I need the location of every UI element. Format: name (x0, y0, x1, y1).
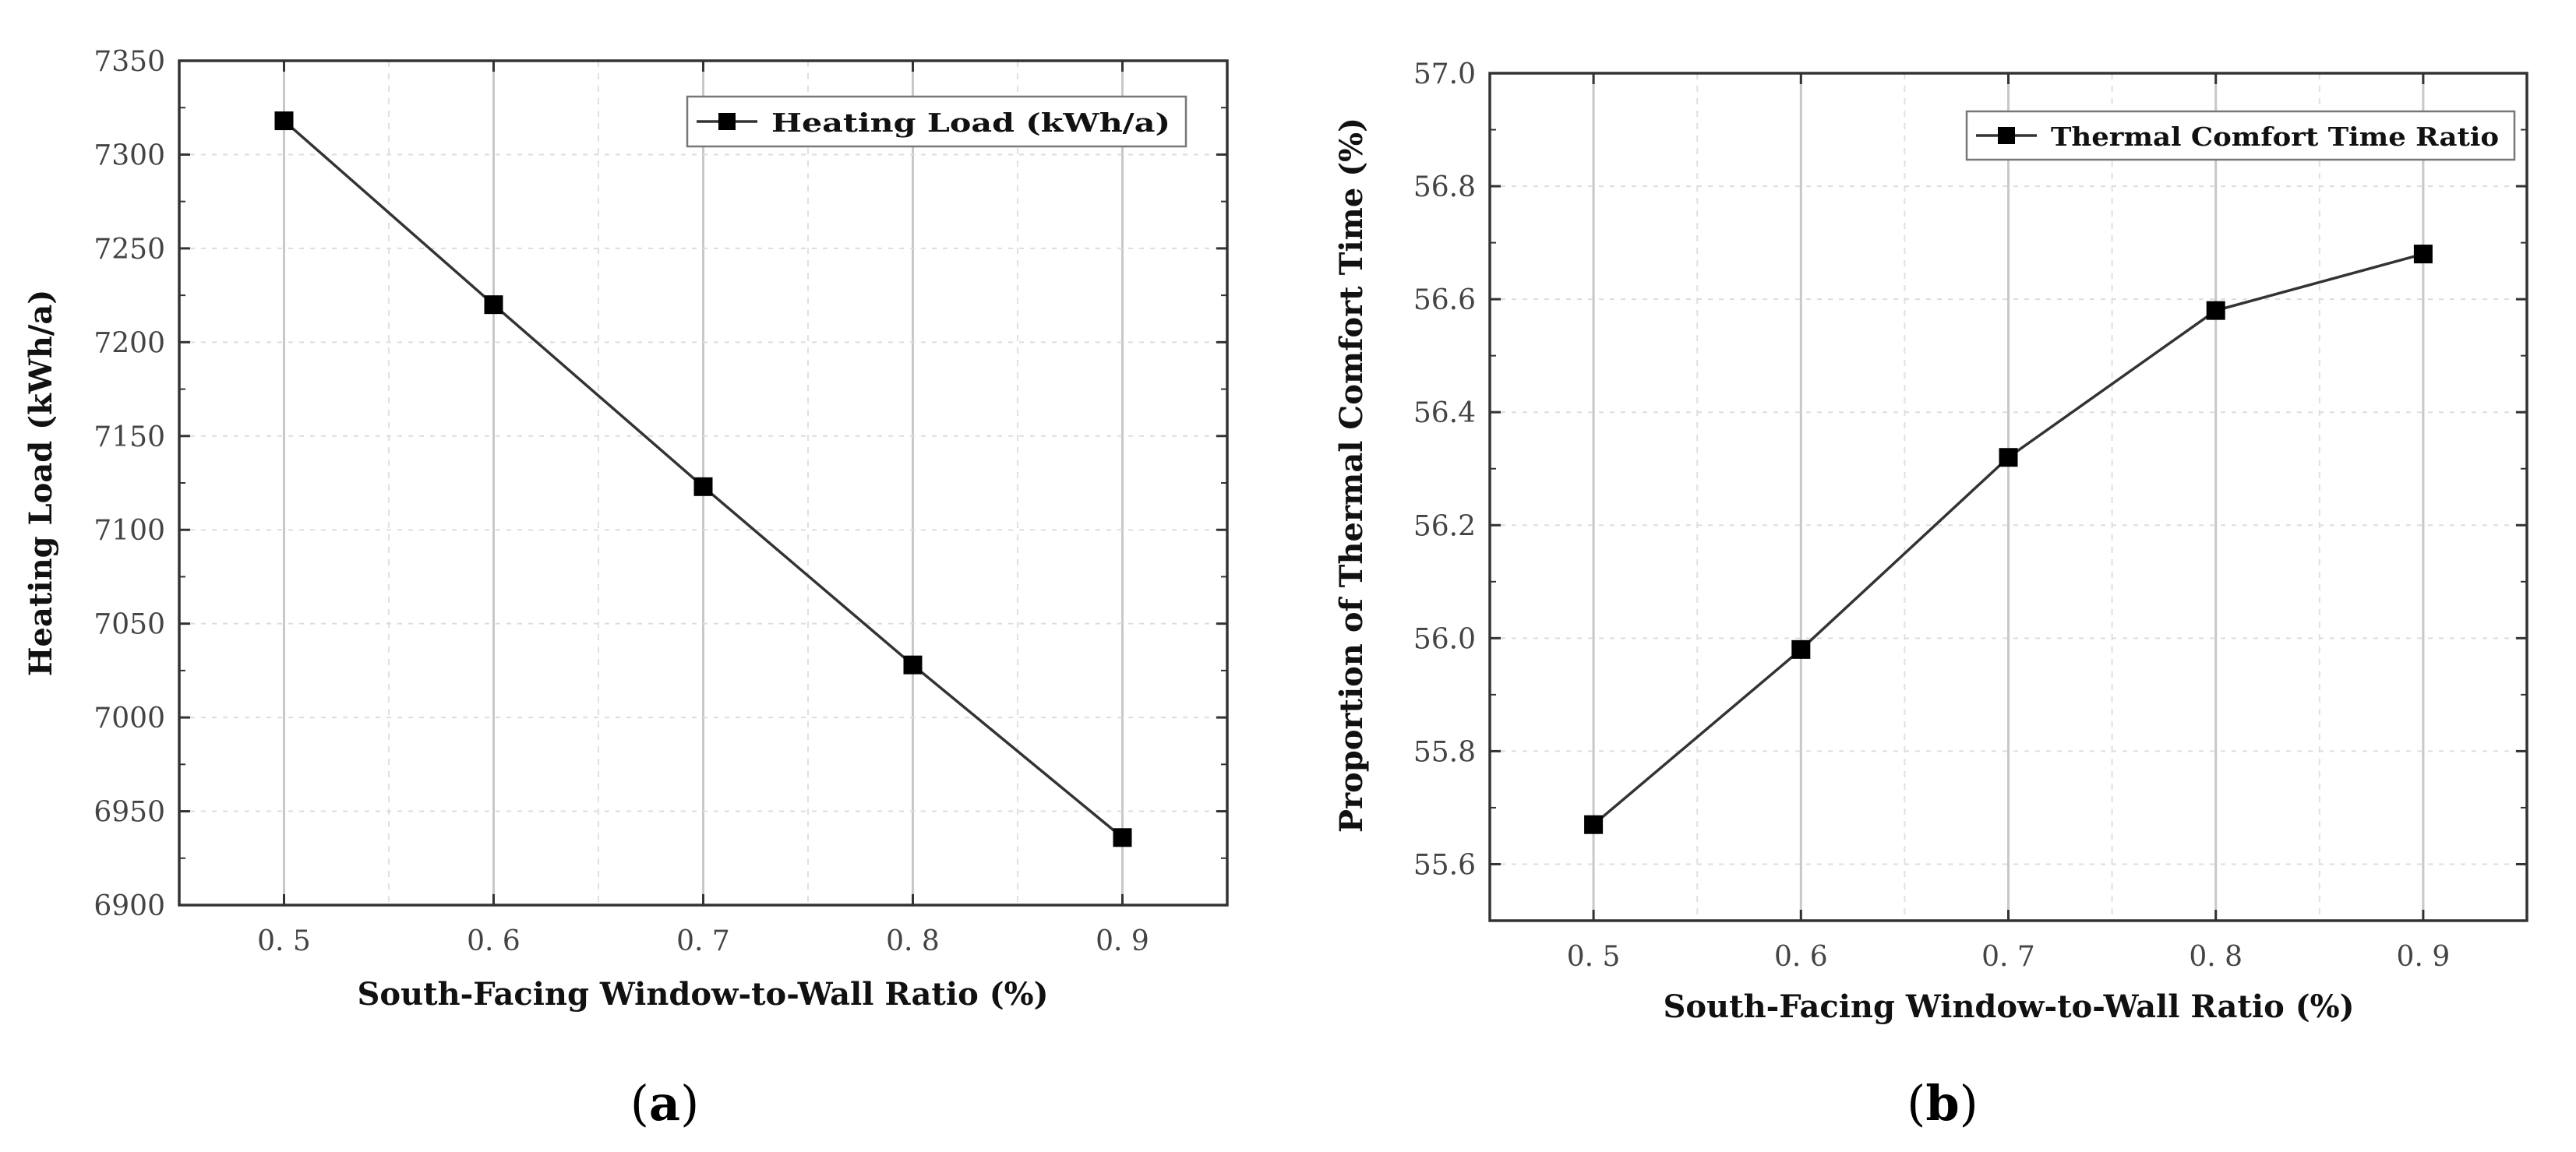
legend-label: Heating Load (kWh/a) (771, 107, 1170, 138)
chart-panel-b: 55.6 55.8 56.0 56.2 56.4 56.6 56.8 57.0 0. 5 0. 6… (1333, 58, 2528, 1025)
panel-label-a: (a) (630, 1075, 700, 1132)
x-axis-label: South-Facing Window-to-Wall Ratio (%) (1663, 988, 2354, 1025)
y-tick-label: 7300 (94, 139, 165, 171)
y-tick-label: 55.8 (1413, 736, 1476, 768)
y-tick-label: 6950 (94, 797, 165, 829)
data-point-marker (484, 295, 503, 315)
y-tick-label: 6900 (94, 890, 165, 922)
x-tick-label: 0. 6 (467, 925, 520, 957)
y-tick-label: 7350 (94, 46, 165, 78)
x-tick-label: 0. 8 (886, 925, 940, 957)
y-tick-label: 7100 (94, 515, 165, 547)
data-point-marker (2413, 245, 2433, 264)
data-point-marker (903, 655, 923, 675)
data-point-marker (2206, 301, 2225, 320)
y-tick-label: 7200 (94, 327, 165, 359)
legend-box (686, 95, 1187, 148)
plot-frame (178, 59, 1229, 907)
x-tick-label: 0. 9 (2397, 941, 2451, 973)
legend-label: Thermal Comfort Time Ratio (2051, 122, 2499, 152)
data-point-marker (274, 111, 294, 131)
y-tick-label: 56.8 (1413, 171, 1476, 203)
data-point-marker (1113, 828, 1132, 847)
y-tick-label: 7150 (94, 421, 165, 453)
y-axis-label: Heating Load (kWh/a) (23, 290, 59, 677)
data-point-marker (1999, 448, 2018, 467)
y-tick-label: 7050 (94, 609, 165, 641)
x-tick-label: 0. 6 (1774, 941, 1828, 973)
legend-box (1965, 110, 2516, 161)
data-point-marker (1791, 639, 1811, 659)
y-tick-label: 56.2 (1413, 510, 1476, 542)
x-tick-label: 0. 9 (1096, 925, 1149, 957)
legend-marker-sample (1998, 127, 2015, 144)
x-tick-label: 0. 7 (1981, 941, 2035, 973)
y-tick-label: 7250 (94, 234, 165, 266)
data-point-marker (693, 477, 713, 496)
x-tick-label: 0. 8 (2189, 941, 2243, 973)
y-tick-label: 55.6 (1413, 849, 1476, 881)
x-tick-label: 0. 7 (676, 925, 730, 957)
y-tick-label: 57.0 (1413, 58, 1476, 90)
y-tick-label: 56.6 (1413, 284, 1476, 316)
y-axis-label: Proportion of Thermal Comfort Time (%) (1333, 118, 1370, 833)
legend-marker-sample (718, 113, 736, 130)
x-tick-label: 0. 5 (1567, 941, 1621, 973)
y-tick-label: 56.4 (1413, 397, 1476, 429)
data-point-marker (1584, 815, 1604, 834)
x-axis-label: South-Facing Window-to-Wall Ratio (%) (357, 976, 1048, 1013)
plot-frame (1488, 72, 2528, 922)
y-tick-label: 56.0 (1413, 623, 1476, 655)
y-tick-label: 7000 (94, 703, 165, 735)
x-tick-label: 0. 5 (257, 925, 311, 957)
chart-panel-a: 6900 6950 7000 7050 7100 7150 7200 7250 7300 7350… (23, 46, 1229, 1013)
panel-label-b: (b) (1907, 1075, 1978, 1132)
